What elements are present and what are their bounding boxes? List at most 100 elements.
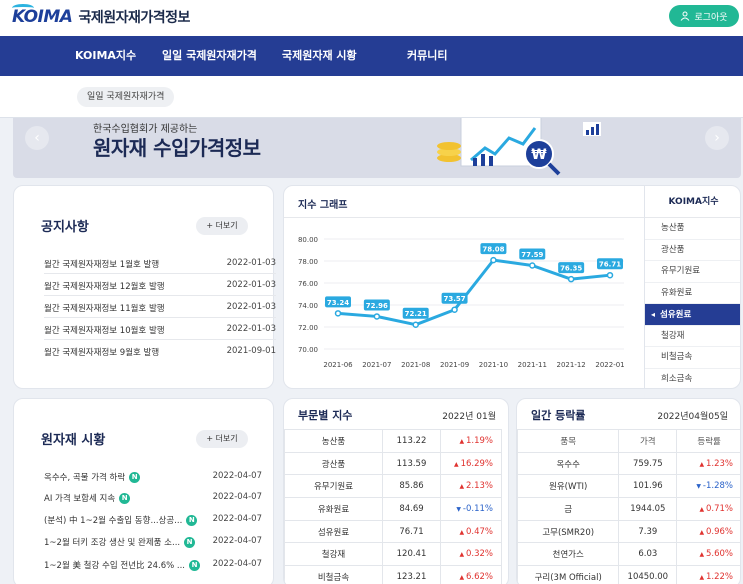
category-item[interactable]: 섬유원료	[645, 304, 740, 326]
down-arrow-icon: ▼	[696, 483, 703, 491]
data-label-box	[363, 299, 390, 311]
up-arrow-icon: ▲	[699, 505, 706, 513]
category-item[interactable]: 광산품	[645, 240, 740, 261]
notice-row[interactable]: 월간 국제원자재정보 9월호 발행 2021-09-01	[44, 346, 276, 358]
sector-value: 113.59	[382, 451, 441, 476]
logout-button[interactable]: 로그아웃	[669, 5, 739, 27]
sector-index-title: 부문별 지수	[298, 409, 353, 422]
x-tick-label: 2021-10	[479, 361, 508, 369]
commodity-price: 759.75	[618, 451, 678, 476]
market-row[interactable]: (분석) 中 1~2월 수출입 동향...상공... N 2022-04-07	[44, 514, 262, 526]
down-arrow-icon: ▼	[456, 505, 463, 513]
x-tick-label: 2021-09	[440, 361, 469, 369]
y-tick-label: 76.00	[298, 280, 318, 288]
category-item[interactable]: 희소금속	[645, 369, 740, 389]
sector-value: 84.69	[382, 497, 441, 521]
data-point	[412, 321, 419, 328]
data-label: 72.21	[405, 310, 427, 318]
y-tick-label: 78.00	[298, 258, 318, 266]
notice-more-button[interactable]: + 더보기	[196, 217, 248, 235]
category-item[interactable]: 유화원료	[645, 283, 740, 304]
daily-row: 고무(SMR20) 7.39 ▲ 0.96%	[517, 519, 740, 544]
daily-row: 구리(3M Official) 10450.00 ▲ 1.22%	[517, 565, 740, 584]
sector-name: 농산품	[284, 429, 383, 453]
sector-name: 비철금속	[284, 565, 383, 584]
nav-koima-index[interactable]: KOIMA지수	[75, 49, 137, 62]
market-more-button[interactable]: + 더보기	[196, 430, 248, 448]
data-point	[373, 313, 381, 320]
notice-row[interactable]: 월간 국제원자재정보 1월호 발행 2022-01-03	[44, 252, 276, 274]
sector-row: 철강재 120.41 ▲ 0.32%	[284, 542, 502, 567]
commodity-name: 원유(WTI)	[517, 474, 620, 499]
sector-row: 유무기원료 85.86 ▲ 2.13%	[284, 474, 502, 499]
banner-chart-illustration: ₩	[437, 118, 601, 176]
market-row[interactable]: 1~2월 터키 조강 생산 및 완제품 소... N 2022-04-07	[44, 536, 262, 548]
market-row[interactable]: 1~2월 美 철강 수입 전년比 24.6% ... N 2022-04-07	[44, 559, 262, 571]
banner-prev-button[interactable]: ‹	[25, 126, 49, 150]
category-item[interactable]: 유무기원료	[645, 261, 740, 283]
x-tick-label: 2021-06	[323, 361, 353, 369]
daily-row: 옥수수 759.75 ▲ 1.23%	[517, 451, 740, 476]
sector-row: 유화원료 84.69 ▼ -0.11%	[284, 497, 502, 521]
commodity-change: ▲ 1.23%	[676, 451, 740, 476]
data-label-box	[558, 262, 585, 274]
graph-title: 지수 그래프	[298, 200, 348, 211]
x-tick-label: 2021-11	[518, 361, 547, 369]
notice-card: 공지사항 + 더보기 월간 국제원자재정보 1월호 발행 2022-01-03 월…	[13, 185, 276, 389]
data-label: 78.08	[482, 246, 504, 254]
x-tick-label: 2022-01	[595, 361, 624, 369]
notice-row[interactable]: 월간 국제원자재정보 11월호 발행 2022-01-03	[44, 296, 276, 318]
data-label-box	[480, 243, 507, 255]
commodity-change-value: -1.28%	[702, 481, 733, 492]
daily-change-title: 일간 등락률	[531, 409, 586, 422]
user-icon	[681, 11, 690, 21]
site-title: 국제원자재가격정보	[78, 10, 190, 26]
commodity-name: 구리(3M Official)	[517, 565, 620, 584]
x-tick-label: 2021-07	[362, 361, 391, 369]
up-arrow-icon: ▲	[459, 528, 466, 536]
nav-community[interactable]: 커뮤니티	[407, 49, 448, 62]
daily-change-card: 일간 등락률 2022년04월05일 품목 가격 등락률 옥수수 759.75 ▲ 1.2…	[516, 398, 741, 584]
daily-header-row: 품목 가격 등락률	[517, 429, 740, 453]
data-label: 76.71	[599, 261, 621, 269]
sub-menu-daily-price[interactable]: 일일 국제원자재가격	[77, 87, 175, 107]
sector-value: 123.21	[382, 565, 441, 584]
market-row[interactable]: 옥수수, 곡물 가격 하락 N 2022-04-07	[44, 471, 262, 483]
data-point	[451, 306, 458, 313]
sector-value: 113.22	[382, 429, 441, 453]
sector-change: ▲ 2.13%	[440, 474, 502, 499]
commodity-change: ▲ 1.22%	[676, 565, 740, 584]
banner-next-button[interactable]: ›	[705, 126, 729, 150]
commodity-price: 7.39	[618, 519, 678, 544]
notice-row[interactable]: 월간 국제원자재정보 12월호 발행 2022-01-03	[44, 274, 276, 296]
sector-change-value: -0.11%	[462, 503, 493, 514]
data-point	[529, 262, 536, 269]
new-badge: N	[129, 472, 141, 483]
daily-column-header: 가격	[618, 429, 678, 453]
commodity-change-value: 0.96%	[705, 526, 733, 537]
sector-change-value: 2.13%	[465, 481, 493, 492]
up-arrow-icon: ▲	[459, 573, 466, 581]
commodity-price: 10450.00	[618, 565, 678, 584]
sector-name: 섬유원료	[284, 519, 383, 544]
nav-daily-price[interactable]: 일일 국제원자재가격	[162, 49, 257, 62]
site-logo[interactable]: KOIMA 국제원자재가격정보	[12, 4, 190, 28]
category-item[interactable]: 철강재	[645, 326, 740, 347]
sector-row: 농산품 113.22 ▲ 1.19%	[284, 429, 502, 453]
sector-change: ▼ -0.11%	[440, 497, 502, 521]
banner-title: 원자재 수입가격정보	[93, 136, 261, 160]
up-arrow-icon: ▲	[699, 551, 706, 559]
commodity-change-value: 1.22%	[705, 571, 733, 582]
nav-market-conditions[interactable]: 국제원자재 시황	[282, 49, 357, 62]
market-row[interactable]: AI 가격 보합세 지속 N 2022-04-07	[44, 492, 262, 504]
sector-value: 76.71	[382, 519, 441, 544]
new-badge: N	[189, 560, 200, 571]
commodity-name: 옥수수	[517, 451, 620, 476]
data-point	[606, 271, 614, 279]
sector-change: ▲ 6.62%	[440, 565, 502, 584]
index-category-list: KOIMA지수 농산품광산품유무기원료유화원료섬유원료철강재비철금속희소금속	[644, 186, 740, 389]
notice-row[interactable]: 월간 국제원자재정보 10월호 발행 2022-01-03	[44, 318, 276, 340]
hero-banner: ‹ 한국수입협회가 제공하는 원자재 수입가격정보 ₩ ›	[13, 118, 741, 178]
category-item[interactable]: 비철금속	[645, 347, 740, 369]
category-item[interactable]: 농산품	[645, 218, 740, 240]
